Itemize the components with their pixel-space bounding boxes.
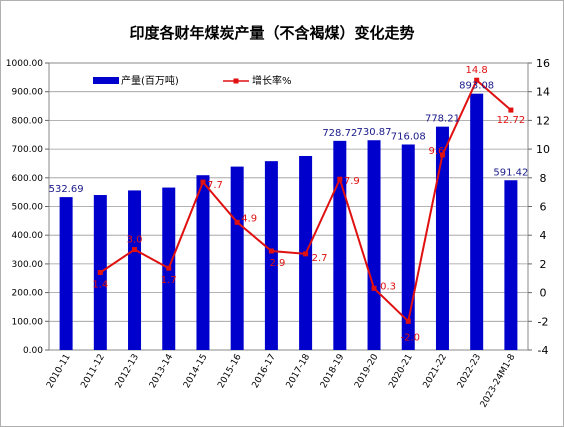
left-tick-label: 1000.00: [6, 59, 43, 69]
bar: [230, 166, 244, 350]
bar: [401, 144, 415, 350]
x-tick-label: 2018-19: [319, 352, 347, 390]
x-tick-label: 2011-12: [79, 353, 106, 391]
left-tick-label: 800.00: [12, 116, 44, 126]
bar-value-label: 728.72: [322, 128, 357, 139]
bar-value-label: 591.42: [493, 167, 528, 178]
growth-rate-label: 7.7: [207, 180, 223, 191]
growth-rate-marker: [439, 152, 445, 158]
bar: [128, 190, 142, 350]
bar-value-label: 532.69: [49, 184, 84, 195]
bar: [196, 175, 210, 350]
data-labels: 532.69 728.72 730.87 716.08 778.21 893.08 591.…: [49, 65, 529, 343]
right-tick-label: 6: [540, 201, 547, 214]
chart-title: 印度各财年煤炭产量（不含褐煤）变化走势: [129, 24, 414, 42]
x-axis: 2010-11 2011-12 2012-13 2013-14 2014-15 2015-…: [45, 352, 517, 409]
left-tick-label: 200.00: [12, 289, 44, 299]
left-tick-label: 700.00: [12, 145, 44, 155]
right-tick-label: -2: [538, 315, 549, 328]
legend-line-marker: [233, 78, 239, 84]
right-tick-label: 2: [540, 258, 547, 271]
bar: [59, 197, 73, 350]
x-tick-label: 2010-11: [45, 353, 72, 391]
growth-rate-marker: [200, 179, 206, 185]
x-tick-label: 2017-18: [285, 352, 313, 390]
x-tick-label: 2023-24M1-8: [479, 352, 518, 409]
growth-rate-marker: [234, 219, 240, 225]
legend-bar-swatch: [93, 77, 119, 84]
growth-rate-marker: [337, 176, 343, 182]
left-tick-label: 600.00: [12, 174, 44, 184]
right-tick-label: 8: [540, 172, 547, 185]
growth-rate-marker: [97, 270, 103, 276]
bar: [470, 93, 484, 351]
left-tick-label: 400.00: [12, 231, 44, 241]
growth-rate-label: 0.3: [380, 281, 396, 292]
right-tick-label: -4: [538, 344, 549, 357]
growth-rate-marker: [132, 247, 138, 253]
growth-rate-label: 1.7: [161, 275, 177, 286]
x-tick-label: 2020-21: [387, 353, 414, 391]
left-tick-label: 900.00: [12, 88, 44, 98]
left-tick-label: 500.00: [12, 203, 44, 213]
bar-value-label: 893.08: [459, 81, 494, 92]
right-tick-label: 0: [540, 287, 547, 300]
line-series: [97, 77, 514, 324]
growth-rate-label: -2.0: [400, 332, 420, 343]
x-tick-label: 2013-14: [148, 352, 176, 390]
growth-rate-label: 9.6: [429, 146, 445, 157]
growth-rate-label: 1.4: [92, 280, 108, 291]
growth-rate-marker: [166, 265, 172, 271]
x-tick-label: 2014-15: [182, 353, 209, 391]
x-tick-label: 2016-17: [251, 353, 278, 391]
growth-rate-marker: [268, 248, 274, 254]
x-tick-label: 2019-20: [353, 352, 381, 390]
right-tick-label: 10: [536, 143, 550, 156]
growth-rate-marker: [371, 285, 377, 291]
growth-rate-label: 4.9: [241, 213, 257, 224]
growth-rate-label: 2.7: [312, 253, 328, 264]
x-tick-label: 2012-13: [114, 353, 141, 391]
growth-rate-label: 3.0: [127, 235, 143, 246]
right-y-axis: -4 -2 0 2 4 6 8 10 12 14 16: [528, 57, 550, 357]
bar-value-label: 716.08: [391, 131, 426, 142]
bar-value-label: 778.21: [425, 114, 460, 125]
gridlines: [48, 62, 529, 351]
right-tick-label: 4: [540, 229, 547, 242]
left-tick-label: 300.00: [12, 260, 44, 270]
growth-rate-marker: [303, 251, 309, 257]
growth-rate-marker: [474, 77, 480, 83]
growth-rate-label: 14.8: [466, 65, 488, 76]
right-tick-label: 12: [536, 114, 550, 127]
x-tick-label: 2022-23: [456, 353, 483, 391]
legend-bar-label: 产量(百万吨): [121, 74, 179, 87]
bar: [435, 126, 449, 350]
bar-value-label: 730.87: [357, 127, 392, 138]
legend-line-label: 增长率%: [252, 74, 292, 87]
bar: [367, 140, 381, 350]
right-tick-label: 14: [536, 86, 550, 99]
x-tick-label: 2021-22: [422, 353, 449, 391]
bar: [264, 161, 278, 350]
left-y-axis: 0.00 100.00 200.00 300.00 400.00 500.00 600.00…: [6, 59, 49, 356]
bar: [504, 180, 518, 350]
legend: 产量(百万吨) 增长率%: [93, 74, 292, 87]
right-tick-label: 16: [536, 57, 550, 70]
bar: [333, 140, 347, 350]
growth-rate-label: 2.9: [269, 258, 285, 269]
x-tick-label: 2015-16: [216, 352, 244, 390]
bar-series: [59, 93, 518, 351]
growth-rate-marker: [508, 107, 514, 113]
left-tick-label: 0.00: [23, 346, 43, 356]
growth-rate-label: 12.72: [497, 115, 526, 126]
growth-rate-marker: [405, 318, 411, 324]
growth-rate-label: 7.9: [344, 176, 360, 187]
left-tick-label: 100.00: [12, 317, 44, 327]
